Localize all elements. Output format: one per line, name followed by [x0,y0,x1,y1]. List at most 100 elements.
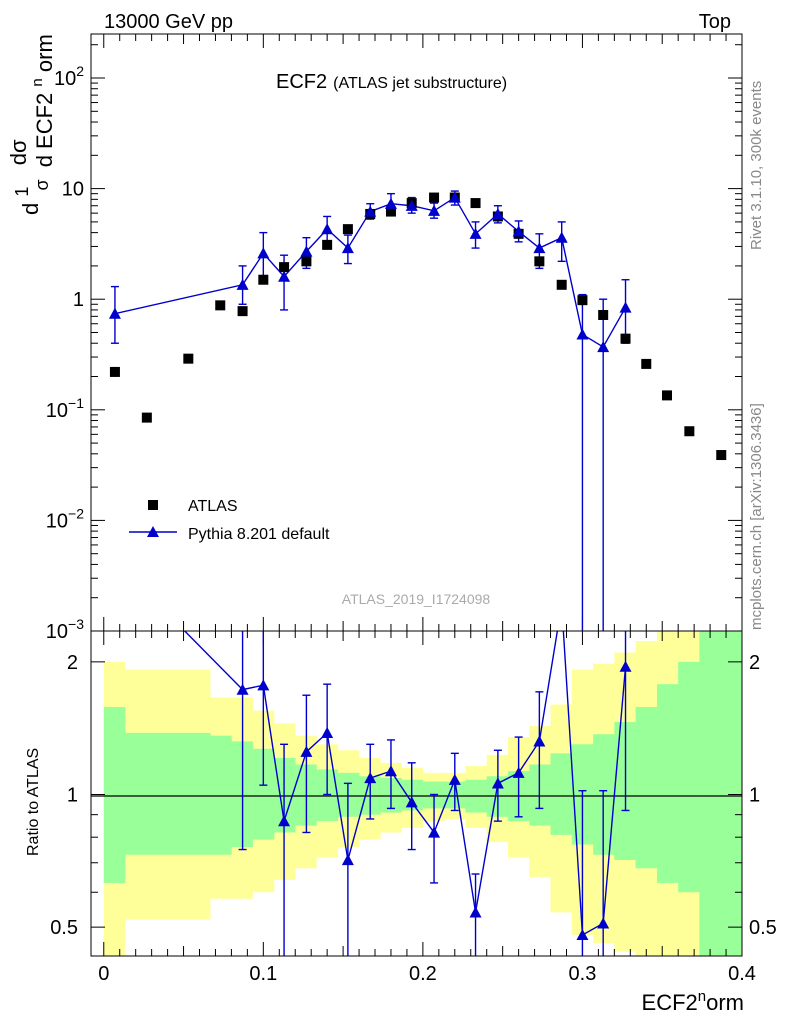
ratio-point [236,683,249,695]
atlas-data-point [215,300,226,311]
pythia-point [555,231,568,243]
pythia-point [364,205,377,217]
ratio-point [364,772,377,784]
atlas-data-point [429,192,440,203]
main-y-tick-label-base: 10 [46,510,68,532]
atlas-data-point [641,358,652,369]
ylabel-orm: orm [32,34,57,72]
pythia-point [469,227,482,239]
ratio-point [512,766,525,778]
legend: ATLAS Pythia 8.201 default [129,498,330,543]
pythia-point [300,245,313,257]
ratio-point [619,660,632,672]
ratio-point [384,765,397,777]
ratio-band-inner-bin [656,684,679,883]
pythia-point [512,225,525,237]
main-y-tick-label-exp: −2 [68,505,84,521]
ratio-plot-frame [90,630,743,957]
header-energy-label: 13000 GeV pp [104,11,233,33]
pythia-point [278,270,291,282]
atlas-data-point [237,306,248,317]
x-tick-label: 0.3 [569,963,597,985]
legend-pythia-marker [147,526,159,537]
x-axis-label-main: ECF2 [642,990,698,1015]
ratio-error-bars [238,631,630,956]
main-y-tick-label-base: 10 [62,179,84,201]
ratio-y-tick-labels: 0.5 0.5 1 1 2 2 [50,652,777,939]
atlas-data-point [598,309,609,320]
main-y-tick-label: 10−1 [46,395,84,422]
ratio-band-inner-bin [678,661,700,893]
x-tick-label: 0 [98,963,109,985]
main-axis-ticks [91,34,743,632]
ratio-band-inner-bin [274,758,296,833]
rivet-version-label: Rivet 3.1.10, 300k events [748,81,765,250]
ratio-point [321,726,334,738]
ylabel-frac-num: 1 [12,187,32,197]
ratio-point [300,745,313,757]
pythia-series-line [114,196,627,348]
ratio-band-inner-bin [167,732,211,855]
legend-atlas-label: ATLAS [188,498,238,515]
pythia-point [384,197,397,209]
x-tick-label: 0.2 [409,963,437,985]
ratio-series-line [183,631,627,937]
x-axis-label: ECF2norm [642,988,744,1015]
main-y-tick-label-base: 10 [54,68,76,90]
atlas-data-point [556,279,567,290]
main-y-tick-label-exp: −3 [68,616,84,632]
ratio-point [597,917,610,929]
ratio-y-tick-label-right: 1 [749,784,760,806]
ratio-point [448,773,461,785]
ratio-point [257,679,270,691]
main-y-tick-label-base: 1 [73,289,84,311]
pythia-point [491,207,504,220]
chart-title-main: ECF2 [276,71,327,93]
ratio-y-tick-label-right: 2 [749,652,760,674]
pythia-point [448,191,461,203]
atlas-data-point [620,333,631,344]
chart-subtitle: (ATLAS jet substructure) [333,75,507,92]
header-process-label: Top [699,11,731,33]
ratio-point [491,777,504,789]
pythia-point [597,340,610,353]
pythia-point [428,204,441,216]
atlas-data-point [258,274,269,285]
ratio-x-tick-labels: 0 0.1 0.2 0.3 0.4 [98,963,756,985]
ylabel-sup-n: n [29,78,46,86]
ratio-point [533,735,546,747]
ratio-point [576,928,589,941]
main-y-tick-label: 1 [73,289,84,311]
ratio-band-inner-bin [401,779,424,811]
ratio-band-inner-bin [210,735,232,855]
ratio-plot-panel: 0.5 0.51 12 2 0 0.1 0.2 0.3 0.4 Ratio to ATLAS … [25,630,777,1015]
ratio-band-inner-bin [635,706,658,869]
pythia-point [257,247,270,259]
chart-title: ECF2 (ATLAS jet substructure) [276,71,507,93]
main-y-tick-label-base: 10 [46,400,68,422]
ylabel-ecf: d ECF2 [32,93,57,168]
pythia-markers [108,191,632,353]
atlas-data-point [716,450,727,461]
pythia-point [236,278,249,290]
ratio-band-inner-bin [124,732,168,855]
atlas-data-point [577,295,588,306]
main-y-tick-label: 10 [62,179,84,201]
ylabel-sigma: σ [32,179,52,190]
ratio-point [469,906,482,918]
atlas-data-point [109,366,120,377]
ylabel-d: d [18,203,43,215]
ratio-markers [236,660,632,941]
ratio-band-inner-bin [252,748,275,840]
x-axis-label-sup: n [698,988,706,1005]
atlas-data-point [684,426,695,437]
atlas-data-point [470,198,481,209]
atlas-data-point [662,390,673,401]
ratio-y-tick-label: 0.5 [50,917,78,939]
x-axis-label-end: orm [706,990,744,1015]
x-tick-label: 0.4 [728,963,756,985]
ratio-point [428,826,441,838]
ratio-band-inner-bin [103,706,126,883]
x-tick-label: 0.1 [249,963,277,985]
